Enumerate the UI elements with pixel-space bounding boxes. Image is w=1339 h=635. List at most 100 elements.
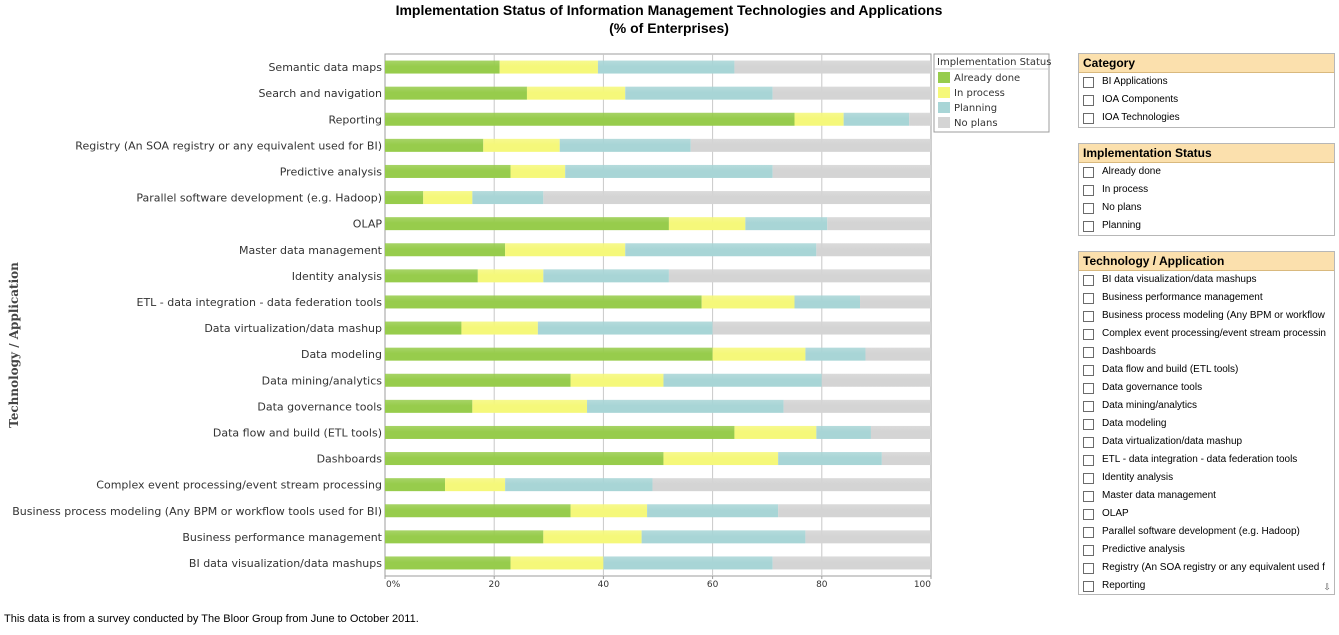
stacked-bar-chart: Semantic data maps Search and navigation R… [7, 53, 1051, 590]
chart-title-line2: (% of Enterprises) [609, 20, 729, 36]
technology-filter-item[interactable]: Data virtualization/data mashup [1079, 433, 1334, 451]
bar-segment [385, 347, 713, 361]
category-filter-item-label: IOA Technologies [1102, 112, 1180, 123]
bar-segment [821, 373, 931, 387]
legend-swatch [938, 102, 950, 113]
checkbox[interactable] [1083, 112, 1094, 124]
technology-filter-list[interactable]: BI data visualization/data mashups Busine… [1079, 271, 1334, 594]
status-filter-item[interactable]: Already done [1079, 163, 1334, 181]
technology-filter-item-label: Master data management [1102, 490, 1216, 501]
bar-segment [385, 295, 702, 309]
legend-box [933, 53, 1050, 133]
checkbox[interactable] [1083, 364, 1094, 376]
checkbox[interactable] [1083, 184, 1094, 196]
checkbox[interactable] [1083, 454, 1094, 466]
technology-filter-item[interactable]: ETL - data integration - data federation… [1079, 451, 1334, 469]
bar-segment [559, 138, 691, 152]
status-filter-item-label: In process [1102, 184, 1149, 195]
checkbox[interactable] [1083, 274, 1094, 286]
status-filter-item[interactable]: No plans [1079, 199, 1334, 217]
x-tick-label: 0% [386, 580, 401, 590]
status-filter-panel: Implementation Status Already done In pro… [1078, 143, 1335, 236]
category-label: Identity analysis [292, 270, 382, 283]
technology-filter-item[interactable]: Data flow and build (ETL tools) [1079, 361, 1334, 379]
technology-filter-item[interactable]: Predictive analysis [1079, 541, 1334, 559]
technology-filter-item[interactable]: Data mining/analytics [1079, 397, 1334, 415]
bar-segment [385, 321, 462, 335]
checkbox[interactable] [1083, 400, 1094, 412]
checkbox[interactable] [1083, 220, 1094, 232]
x-tick-label: 100 [914, 580, 931, 590]
bar-segment [385, 112, 795, 126]
checkbox[interactable] [1083, 202, 1094, 214]
checkbox[interactable] [1083, 166, 1094, 178]
category-filter-item[interactable]: BI Applications [1079, 73, 1334, 91]
checkbox[interactable] [1083, 580, 1094, 592]
technology-filter-item-label: ETL - data integration - data federation… [1102, 454, 1298, 465]
checkbox[interactable] [1083, 382, 1094, 394]
technology-filter-panel: Technology / Application BI data visuali… [1078, 251, 1335, 595]
bar-segment [510, 556, 604, 570]
bar-segment [603, 556, 773, 570]
status-filter-item[interactable]: Planning [1079, 217, 1334, 235]
checkbox[interactable] [1083, 490, 1094, 502]
technology-filter-item[interactable]: Business process modeling (Any BPM or wo… [1079, 307, 1334, 325]
technology-filter-item[interactable]: Dashboards [1079, 343, 1334, 361]
checkbox[interactable] [1083, 526, 1094, 538]
scroll-down-icon[interactable]: ⇩ [1323, 583, 1331, 593]
checkbox[interactable] [1083, 544, 1094, 556]
bar-segment [865, 347, 931, 361]
technology-filter-item[interactable]: Data governance tools [1079, 379, 1334, 397]
technology-filter-item[interactable]: Master data management [1079, 487, 1334, 505]
checkbox[interactable] [1083, 76, 1094, 88]
x-tick-label: 20 [488, 580, 500, 590]
bar-segment [597, 60, 735, 74]
status-filter-list: Already done In process No plans Planning [1079, 163, 1334, 235]
technology-filter-item[interactable]: BI data visualization/data mashups [1079, 271, 1334, 289]
checkbox[interactable] [1083, 310, 1094, 322]
checkbox[interactable] [1083, 436, 1094, 448]
bar-segment [526, 86, 626, 100]
bar-segment [816, 243, 931, 257]
checkbox[interactable] [1083, 328, 1094, 340]
status-filter-item[interactable]: In process [1079, 181, 1334, 199]
technology-filter-header: Technology / Application [1079, 252, 1334, 271]
technology-filter-item[interactable]: Data modeling [1079, 415, 1334, 433]
technology-filter-item-label: Data virtualization/data mashup [1102, 436, 1243, 447]
bar-segment [860, 295, 931, 309]
technology-filter-item[interactable]: Identity analysis [1079, 469, 1334, 487]
footnote: This data is from a survey conducted by … [4, 613, 419, 625]
technology-filter-item[interactable]: Registry (An SOA registry or any equival… [1079, 559, 1334, 577]
legend-label: Planning [954, 103, 997, 114]
bar-segment [385, 373, 571, 387]
checkbox[interactable] [1083, 472, 1094, 484]
checkbox[interactable] [1083, 292, 1094, 304]
bar-segment [805, 530, 931, 544]
checkbox[interactable] [1083, 94, 1094, 106]
checkbox[interactable] [1083, 418, 1094, 430]
category-filter-item[interactable]: IOA Components [1079, 91, 1334, 109]
bar-segment [690, 138, 931, 152]
chart-title-line1: Implementation Status of Information Man… [395, 2, 943, 18]
checkbox[interactable] [1083, 562, 1094, 574]
bar-segment [570, 504, 648, 518]
category-filter-item[interactable]: IOA Technologies [1079, 109, 1334, 127]
bar-segment [712, 347, 806, 361]
bar-segment [543, 191, 931, 205]
bar-segment [570, 373, 664, 387]
technology-filter-item[interactable]: Complex event processing/event stream pr… [1079, 325, 1334, 343]
bar-segment [385, 452, 664, 466]
technology-filter-item[interactable]: Business performance management [1079, 289, 1334, 307]
category-label: Predictive analysis [280, 165, 383, 178]
checkbox[interactable] [1083, 508, 1094, 520]
technology-filter-item[interactable]: OLAP [1079, 505, 1334, 523]
checkbox[interactable] [1083, 346, 1094, 358]
legend-swatch [938, 72, 950, 83]
bar-segment [385, 164, 511, 178]
technology-filter-item[interactable]: Reporting [1079, 577, 1334, 594]
bar-segment [641, 530, 806, 544]
bar-segment [385, 60, 500, 74]
bar-segment [385, 530, 544, 544]
technology-filter-item-label: Identity analysis [1102, 472, 1174, 483]
technology-filter-item[interactable]: Parallel software development (e.g. Hado… [1079, 523, 1334, 541]
